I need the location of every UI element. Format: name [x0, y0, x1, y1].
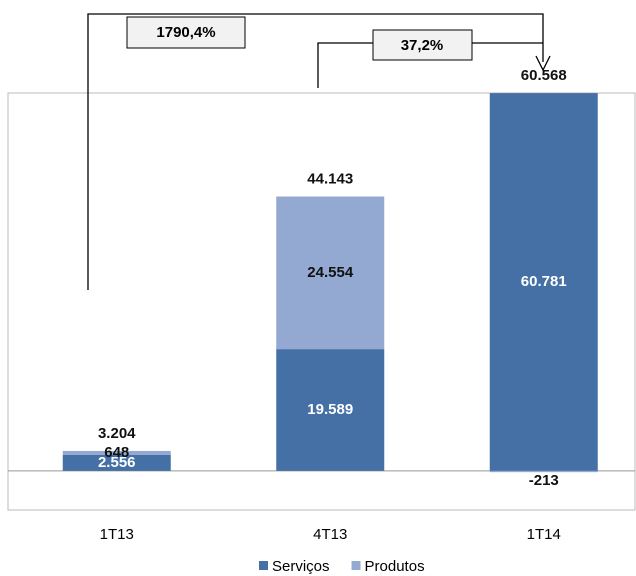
legend-swatch — [351, 561, 361, 570]
value-label: 24.554 — [307, 264, 354, 281]
x-tick-label: 1T14 — [527, 526, 561, 543]
arrow-line — [87, 13, 544, 290]
total-label: 3.204 — [98, 425, 136, 442]
total-label: 60.568 — [521, 67, 567, 84]
value-label: -213 — [529, 472, 559, 489]
legend-label: Serviços — [272, 558, 330, 575]
value-label: 648 — [104, 444, 129, 461]
bar-segment — [62, 450, 171, 455]
arrow-head — [535, 55, 551, 72]
annotation-box — [372, 29, 473, 61]
value-label: 2.556 — [98, 454, 136, 471]
bar-segment — [276, 196, 385, 350]
annotation: 37,2% — [401, 37, 444, 54]
annotation: 1790,4% — [156, 24, 215, 41]
plot-frame — [7, 92, 636, 511]
bar-segment — [276, 349, 385, 471]
annotation-box — [126, 16, 246, 49]
value-label: 19.589 — [307, 401, 353, 418]
bar-segment — [489, 93, 598, 471]
value-label: 60.781 — [521, 273, 567, 290]
bar-segment — [62, 454, 171, 471]
x-tick-label: 1T13 — [100, 526, 134, 543]
x-tick-label: 4T13 — [313, 526, 347, 543]
bar-segment — [489, 470, 598, 473]
total-label: 44.143 — [307, 170, 353, 187]
legend-label: Produtos — [365, 558, 425, 575]
legend-swatch — [259, 561, 268, 570]
